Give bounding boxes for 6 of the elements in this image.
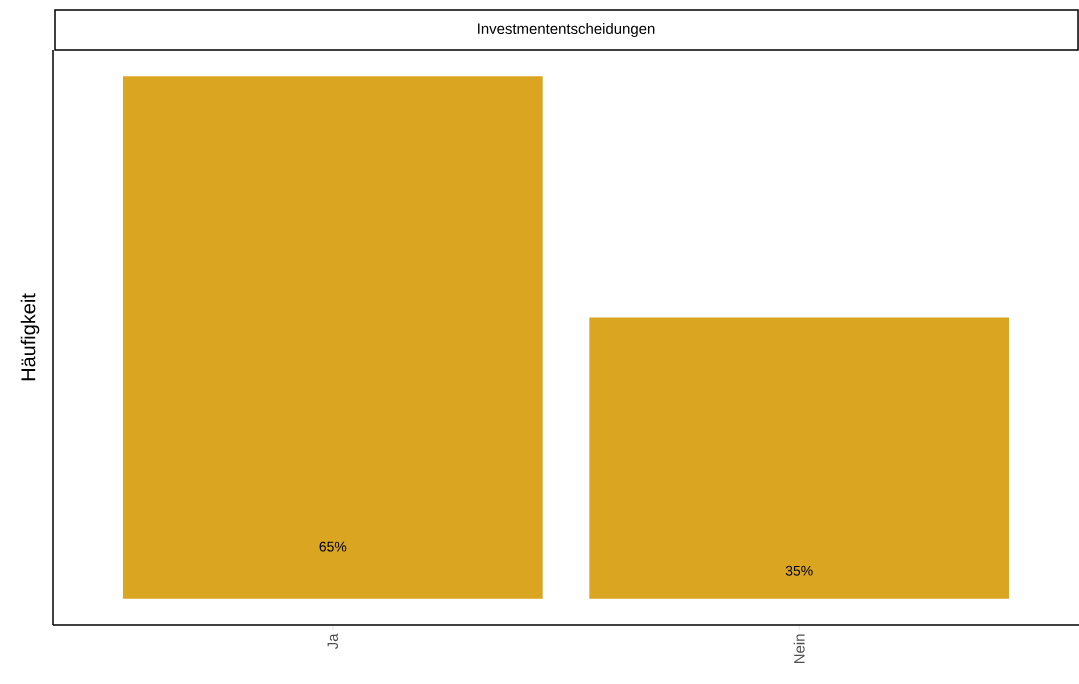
data-label: 65% xyxy=(319,541,347,552)
chart-title: Investmententscheidungen xyxy=(478,23,655,37)
data-label: 35% xyxy=(785,565,813,576)
x-tick-label: Ja xyxy=(327,633,339,650)
x-tick-label: Nein xyxy=(793,634,805,664)
y-axis-title: Häufigkeit xyxy=(20,293,40,381)
